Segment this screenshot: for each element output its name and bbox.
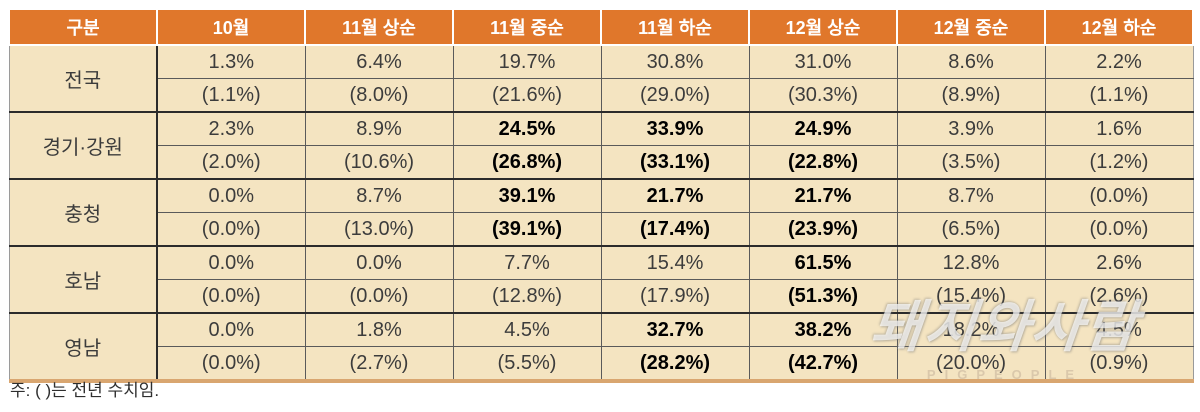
value-cell: 0.0% (156, 313, 305, 347)
value-cell: 0.0% (304, 246, 453, 280)
prev-value-cell: (42.7%) (748, 346, 897, 383)
value-cell: 8.6% (896, 45, 1045, 79)
value-cell: 2.6% (1044, 246, 1194, 280)
value-cell: 15.4% (600, 246, 749, 280)
header-cell-period: 12월 상순 (748, 8, 898, 46)
value-cell: 8.9% (304, 112, 453, 146)
table-row-current: 경기·강원 2.3% 8.9% 24.5% 33.9% 24.9% 3.9% 1.6% (8, 112, 1194, 180)
header-cell-period: 12월 하순 (1044, 8, 1194, 46)
header-cell-period: 11월 상순 (304, 8, 454, 46)
value-cell: 3.9% (896, 112, 1045, 146)
prev-value-cell: (8.9%) (896, 78, 1045, 113)
header-cell-category: 구분 (8, 8, 158, 46)
prev-value-cell: (17.9%) (600, 279, 749, 314)
prev-value-cell: (15.4%) (896, 279, 1045, 314)
prev-value-cell: (1.1%) (156, 78, 305, 113)
value-cell: 2.2% (1044, 45, 1194, 79)
prev-value-cell: (0.0%) (156, 212, 305, 247)
value-cell: 24.5% (452, 112, 601, 146)
value-cell: 24.9% (748, 112, 897, 146)
prev-value-cell: (2.6%) (1044, 279, 1194, 314)
value-cell: 7.7% (452, 246, 601, 280)
table-row-current: 전국 1.3% 6.4% 19.7% 30.8% 31.0% 8.6% 2.2% (8, 45, 1194, 113)
value-cell: 0.0% (156, 179, 305, 213)
table-row-previous: (0.0%) (13.0%) (39.1%) (17.4%) (23.9%) (6.5%)… (9, 212, 1194, 247)
footnote: 주: ( )는 전년 수치임. (10, 381, 160, 400)
value-cell: 8.7% (304, 179, 453, 213)
prev-value-cell: (0.9%) (1044, 346, 1194, 383)
prev-value-cell: (12.8%) (452, 279, 601, 314)
value-cell: 1.3% (156, 45, 305, 79)
table-row-previous: (1.1%) (8.0%) (21.6%) (29.0%) (30.3%) (8.9%)(… (9, 78, 1194, 113)
prev-value-cell: (26.8%) (452, 145, 601, 180)
prev-value-cell: (20.0%) (896, 346, 1045, 383)
value-cell: 30.8% (600, 45, 749, 79)
table-row-previous: (2.0%) (10.6%) (26.8%) (33.1%) (22.8%) (3.5%)… (9, 145, 1194, 180)
value-cell: 61.5% (748, 246, 897, 280)
table-row-current: 영남 0.0% 1.8% 4.5% 32.7% 38.2% 18.2% 4.5% (8, 313, 1194, 383)
prev-value-cell: (5.5%) (452, 346, 601, 383)
value-cell: 19.7% (452, 45, 601, 79)
table-row-previous: (0.0%) (0.0%) (12.8%) (17.9%) (51.3%) (15.4%)… (9, 279, 1194, 314)
prev-value-cell: (2.0%) (156, 145, 305, 180)
header-cell-period: 11월 하순 (600, 8, 750, 46)
prev-value-cell: (51.3%) (748, 279, 897, 314)
value-cell: 21.7% (748, 179, 897, 213)
prev-value-cell: (10.6%) (304, 145, 453, 180)
prev-value-cell: (2.7%) (304, 346, 453, 383)
prev-value-cell: (30.3%) (748, 78, 897, 113)
value-cell: 1.6% (1044, 112, 1194, 146)
prev-value-cell: (21.6%) (452, 78, 601, 113)
prev-value-cell: (22.8%) (748, 145, 897, 180)
prev-value-cell: (0.0%) (156, 279, 305, 314)
value-cell: 32.7% (600, 313, 749, 347)
prev-value-cell: (3.5%) (896, 145, 1045, 180)
prev-value-cell: (23.9%) (748, 212, 897, 247)
value-cell: 4.5% (452, 313, 601, 347)
prev-value-cell: (6.5%) (896, 212, 1045, 247)
value-cell: 0.0% (156, 246, 305, 280)
prev-value-cell: (29.0%) (600, 78, 749, 113)
value-cell: 4.5% (1044, 313, 1194, 347)
header-cell-period: 10월 (156, 8, 306, 46)
value-cell: 39.1% (452, 179, 601, 213)
value-cell: 31.0% (748, 45, 897, 79)
prev-value-cell: (0.0%) (304, 279, 453, 314)
row-label: 영남 (8, 313, 158, 383)
value-cell: 8.7% (896, 179, 1045, 213)
prev-value-cell: (28.2%) (600, 346, 749, 383)
prev-value-cell: (13.0%) (304, 212, 453, 247)
value-cell: 18.2% (896, 313, 1045, 347)
header-row: 구분 10월 11월 상순 11월 중순 11월 하순 12월 상순 12월 중순 12월 하… (8, 8, 1194, 46)
table-row-current: 호남 0.0% 0.0% 7.7% 15.4% 61.5% 12.8% 2.6% (8, 246, 1194, 314)
prev-value-cell: (0.0%) (1044, 212, 1194, 247)
table-row-previous: (0.0%) (2.7%) (5.5%) (28.2%) (42.7%) (20.0%)(… (9, 346, 1194, 383)
header-cell-period: 11월 중순 (452, 8, 602, 46)
prev-value-cell: (33.1%) (600, 145, 749, 180)
regional-period-table: 구분 10월 11월 상순 11월 중순 11월 하순 12월 상순 12월 중순 12월 하… (8, 8, 1194, 383)
row-label: 충청 (8, 179, 158, 247)
table-row-current: 충청 0.0% 8.7% 39.1% 21.7% 21.7% 8.7% (0.0%) (8, 179, 1194, 247)
value-cell: 12.8% (896, 246, 1045, 280)
value-cell: 38.2% (748, 313, 897, 347)
row-label: 호남 (8, 246, 158, 314)
prev-value-cell: (1.1%) (1044, 78, 1194, 113)
prev-value-cell: (17.4%) (600, 212, 749, 247)
value-cell: 21.7% (600, 179, 749, 213)
prev-value-cell: (1.2%) (1044, 145, 1194, 180)
row-label: 전국 (8, 45, 158, 113)
value-cell: 6.4% (304, 45, 453, 79)
prev-value-cell: (39.1%) (452, 212, 601, 247)
prev-value-cell: (8.0%) (304, 78, 453, 113)
header-cell-period: 12월 중순 (896, 8, 1046, 46)
value-cell: 2.3% (156, 112, 305, 146)
table-header: 구분 10월 11월 상순 11월 중순 11월 하순 12월 상순 12월 중순 12월 하… (8, 8, 1194, 46)
prev-value-cell: (0.0%) (156, 346, 305, 383)
value-cell: 33.9% (600, 112, 749, 146)
table-body: 전국 1.3% 6.4% 19.7% 30.8% 31.0% 8.6% 2.2% (1.1%)(… (8, 45, 1194, 383)
value-cell: (0.0%) (1044, 179, 1194, 213)
row-label: 경기·강원 (8, 112, 158, 180)
value-cell: 1.8% (304, 313, 453, 347)
